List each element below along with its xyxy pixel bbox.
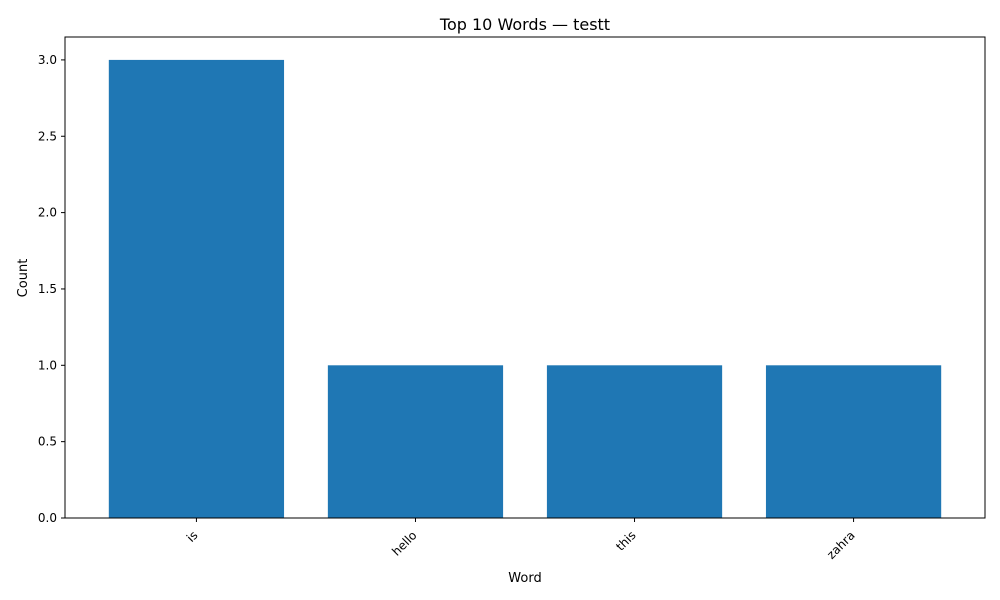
bars-group bbox=[108, 59, 942, 519]
bar-zahra bbox=[765, 365, 942, 518]
plot-frame bbox=[64, 36, 986, 519]
bar-hello bbox=[327, 365, 504, 518]
x-axis-label: Word bbox=[508, 571, 541, 586]
bar-this bbox=[546, 365, 723, 518]
chart-title: Top 10 Words — testt bbox=[439, 15, 610, 34]
y-axis-label: Count bbox=[16, 259, 31, 298]
y-tick-label: 1.5 bbox=[38, 282, 57, 296]
y-tick-label: 3.0 bbox=[38, 53, 57, 67]
y-tick-label: 2.0 bbox=[38, 206, 57, 220]
bar-is bbox=[108, 59, 285, 519]
y-tick-label: 1.0 bbox=[38, 358, 57, 372]
y-tick-label: 2.5 bbox=[38, 129, 57, 143]
y-tick-label: 0.0 bbox=[38, 511, 57, 525]
y-axis-ticks: 0.0 0.5 1.0 1.5 2.0 2.5 3.0 bbox=[38, 53, 65, 525]
y-tick-label: 0.5 bbox=[38, 435, 57, 449]
